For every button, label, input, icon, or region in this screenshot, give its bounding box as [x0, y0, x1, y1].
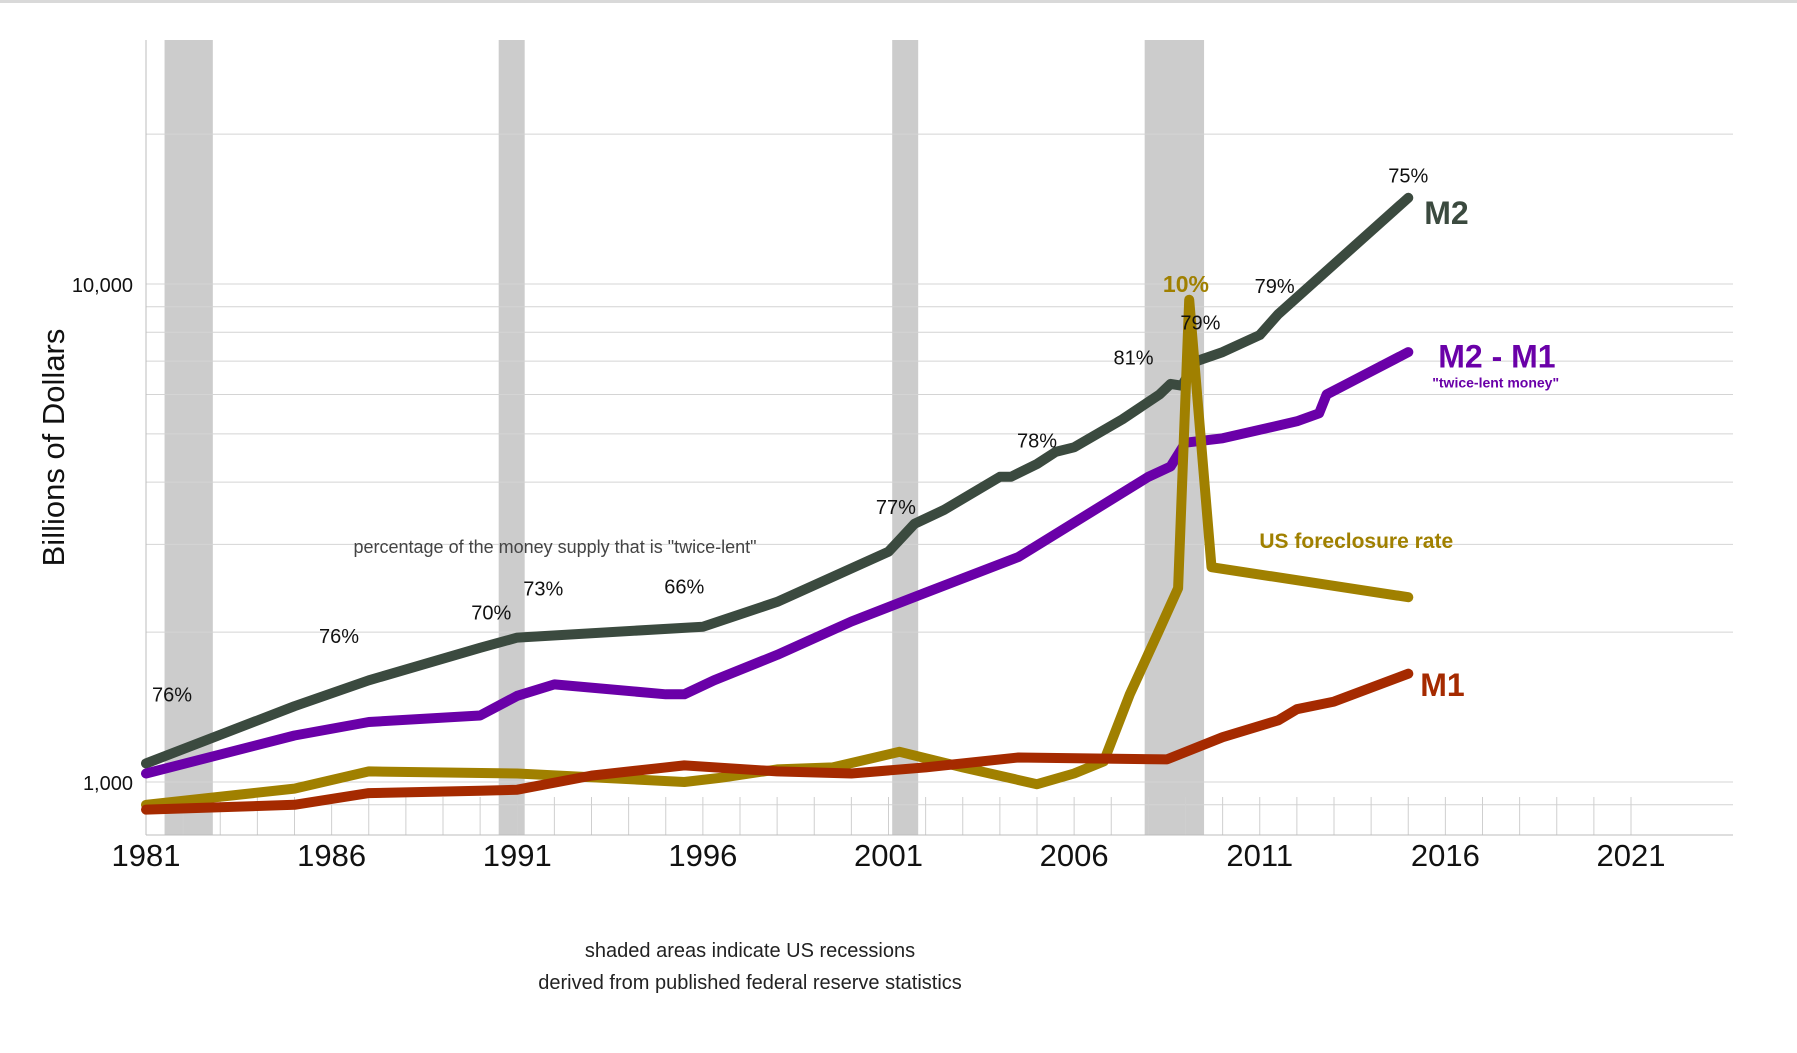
series-lines: [141, 192, 1414, 815]
x-tick-label-1996: 1996: [668, 838, 737, 873]
note-recessions: shaded areas indicate US recessions: [584, 940, 916, 962]
percent-annotation-9: 79%: [1255, 276, 1295, 298]
peak-label: 10%: [1163, 271, 1209, 297]
percent-annotation-2: 70%: [471, 602, 511, 624]
x-tick-label-1991: 1991: [483, 838, 552, 873]
percent-annotation-4: 66%: [664, 577, 704, 599]
x-tick-label-1986: 1986: [297, 838, 366, 873]
recession-band-2: [892, 40, 919, 835]
series-label-m2: M2: [1424, 195, 1468, 231]
series-label-m1: M1: [1420, 667, 1464, 703]
x-tick-label-2016: 2016: [1411, 838, 1480, 873]
top-border: [0, 0, 1797, 3]
y-tick-label-1000: 1,000: [83, 773, 133, 795]
series-label-m2-m1: M2 - M1: [1438, 338, 1555, 374]
y-axis-label: Billions of Dollars: [36, 329, 71, 567]
chart-caption: percentage of the money supply that is "…: [354, 537, 757, 557]
percent-annotation-10: 75%: [1388, 165, 1428, 187]
percent-annotation-8: 79%: [1180, 313, 1220, 335]
percent-annotation-3: 73%: [523, 578, 563, 600]
x-tick-label-2006: 2006: [1040, 838, 1109, 873]
recession-band-1: [498, 40, 525, 835]
note-source: derived from published federal reserve s…: [538, 972, 962, 994]
y-tick-label-10000: 10,000: [72, 275, 133, 297]
axis-labels: 1981 1986 1991 1996 2001 2006 2011 2016 2021 1,00…: [36, 275, 1665, 873]
x-tick-label-2021: 2021: [1597, 838, 1666, 873]
series-line-m1: [141, 668, 1414, 815]
percent-annotation-6: 78%: [1017, 430, 1057, 452]
percent-annotation-0: 76%: [152, 685, 192, 707]
series-label-foreclosure: US foreclosure rate: [1259, 530, 1453, 553]
series-line-m2-m1: [141, 347, 1414, 779]
x-tick-label-1981: 1981: [112, 838, 181, 873]
annotations: M2 M2 - M1"twice-lent money" US foreclosur…: [152, 165, 1559, 706]
series-line-m2: [141, 192, 1414, 769]
x-tick-label-2011: 2011: [1226, 838, 1293, 873]
percent-annotation-5: 77%: [876, 497, 916, 519]
series-sublabel-twice-lent: "twice-lent money": [1432, 374, 1559, 390]
recession-band-0: [164, 40, 213, 835]
percent-annotation-1: 76%: [319, 626, 359, 648]
percent-annotation-7: 81%: [1114, 347, 1154, 369]
grid-lines: [145, 40, 1733, 836]
x-tick-label-2001: 2001: [854, 838, 923, 873]
